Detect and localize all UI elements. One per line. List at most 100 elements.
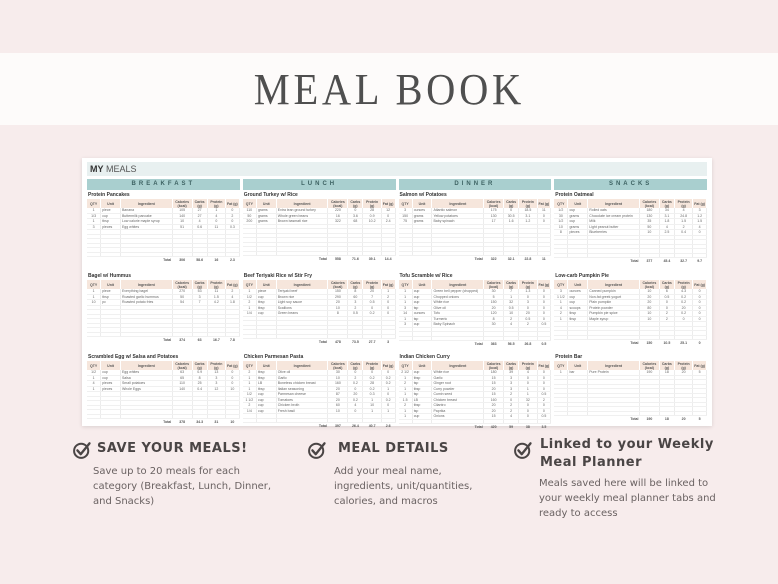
cell-fat[interactable] [537, 237, 552, 243]
cell-unit[interactable]: tbsp [412, 402, 433, 409]
cell-unit[interactable] [567, 335, 589, 340]
cell-carbs[interactable]: 10 [503, 310, 520, 317]
cell-ingredient[interactable] [587, 330, 640, 336]
cell-qty[interactable] [87, 400, 102, 406]
cell-unit[interactable]: tsp [412, 391, 433, 398]
cell-unit[interactable]: grams [256, 218, 277, 225]
cell-fat[interactable]: 0 [537, 380, 552, 387]
cell-unit[interactable] [100, 396, 121, 401]
cell-qty[interactable]: 1/2 [87, 370, 102, 376]
cell-ingredient[interactable] [120, 247, 173, 253]
cell-calories[interactable]: 15 [483, 413, 505, 420]
cell-qty[interactable]: 1 [242, 386, 257, 392]
cell-protein[interactable]: 4.3 [674, 289, 694, 295]
cell-qty[interactable] [242, 418, 257, 423]
cell-unit[interactable] [256, 329, 277, 335]
cell-qty[interactable] [554, 326, 569, 331]
cell-qty[interactable] [398, 246, 413, 252]
cell-calories[interactable]: 8 [483, 316, 505, 322]
cell-qty[interactable]: 200 [242, 218, 257, 225]
cell-unit[interactable] [567, 253, 589, 258]
cell-protein[interactable]: 11 [207, 289, 227, 295]
cell-fat[interactable] [692, 326, 707, 331]
cell-ingredient[interactable] [431, 224, 485, 229]
cell-unit[interactable] [567, 384, 589, 389]
cell-qty[interactable]: 1/4 [242, 310, 257, 317]
cell-protein[interactable]: 28 [362, 208, 382, 214]
cell-ingredient[interactable]: White rice [431, 299, 485, 306]
cell-protein[interactable] [207, 400, 227, 406]
cell-carbs[interactable] [192, 238, 208, 244]
cell-qty[interactable] [554, 321, 569, 327]
cell-qty[interactable]: 1 [554, 316, 569, 322]
cell-qty[interactable]: 2 [398, 380, 413, 387]
cell-ingredient[interactable]: Curry powder [431, 386, 485, 392]
cell-ingredient[interactable]: Plain pumpkin [587, 299, 640, 306]
cell-unit[interactable]: tbsp [256, 299, 277, 306]
cell-unit[interactable] [100, 252, 121, 257]
cell-protein[interactable]: 11 [207, 224, 227, 230]
cell-ingredient[interactable] [431, 336, 485, 341]
cell-fat[interactable]: 2 [225, 213, 240, 219]
cell-calories[interactable]: 10 [639, 310, 660, 317]
cell-qty[interactable]: 1 [242, 305, 257, 311]
cell-carbs[interactable] [347, 418, 364, 423]
cell-unit[interactable] [412, 331, 433, 337]
cell-unit[interactable] [412, 327, 433, 332]
cell-qty[interactable]: 50 [242, 213, 257, 219]
cell-fat[interactable] [225, 391, 240, 397]
cell-ingredient[interactable]: Olive oil [276, 370, 329, 376]
cell-unit[interactable] [256, 413, 277, 419]
cell-unit[interactable]: cup [412, 299, 433, 306]
cell-calories[interactable]: 15 [483, 375, 505, 381]
cell-qty[interactable]: 1 [87, 375, 102, 381]
cell-carbs[interactable] [192, 405, 208, 410]
cell-calories[interactable]: 322 [327, 218, 349, 225]
cell-calories[interactable]: 80 [639, 305, 660, 311]
cell-carbs[interactable]: 0.6 [192, 224, 208, 230]
cell-carbs[interactable] [347, 233, 364, 238]
cell-protein[interactable]: 0 [518, 402, 538, 409]
cell-ingredient[interactable]: Whole green beans [276, 213, 329, 219]
cell-qty[interactable] [87, 309, 102, 315]
cell-calories[interactable]: 20 [483, 386, 505, 392]
cell-qty[interactable]: 1/2 [554, 208, 569, 214]
cell-carbs[interactable] [659, 335, 675, 340]
cell-calories[interactable] [639, 402, 660, 407]
cell-qty[interactable] [398, 336, 413, 341]
cell-qty[interactable] [554, 235, 569, 240]
cell-carbs[interactable]: 68 [347, 218, 364, 225]
cell-protein[interactable] [518, 233, 538, 238]
cell-fat[interactable] [381, 233, 396, 238]
cell-unit[interactable] [567, 330, 589, 336]
cell-calories[interactable]: 110 [172, 380, 193, 387]
cell-protein[interactable] [518, 331, 538, 337]
cell-protein[interactable]: 0.5 [362, 299, 382, 306]
cell-carbs[interactable] [503, 331, 520, 337]
cell-ingredient[interactable] [587, 411, 640, 416]
cell-calories[interactable] [639, 388, 660, 394]
cell-qty[interactable]: 1/2 [554, 218, 569, 225]
cell-fat[interactable] [381, 237, 396, 243]
cell-protein[interactable] [518, 242, 538, 247]
meal-name[interactable]: Low-carb Pumpkin Pie [555, 273, 609, 279]
cell-protein[interactable]: 20 [518, 310, 538, 317]
cell-qty[interactable]: 1/2 [242, 294, 257, 300]
cell-fat[interactable] [537, 331, 552, 337]
cell-carbs[interactable] [659, 326, 675, 331]
cell-fat[interactable]: 0 [692, 310, 707, 317]
cell-protein[interactable]: 2 [518, 321, 538, 328]
cell-calories[interactable] [172, 332, 193, 337]
cell-fat[interactable] [692, 321, 707, 327]
cell-qty[interactable]: 3 [398, 305, 413, 311]
cell-carbs[interactable] [192, 252, 208, 257]
cell-protein[interactable]: 0 [518, 375, 538, 381]
cell-carbs[interactable]: 27 [192, 208, 208, 214]
cell-unit[interactable]: ounces [412, 208, 433, 214]
cell-carbs[interactable]: 25 [192, 380, 208, 387]
cell-calories[interactable] [327, 224, 349, 229]
cell-fat[interactable] [381, 246, 396, 252]
cell-ingredient[interactable] [276, 325, 329, 330]
cell-carbs[interactable] [503, 336, 520, 341]
cell-carbs[interactable]: 0.5 [503, 305, 520, 311]
